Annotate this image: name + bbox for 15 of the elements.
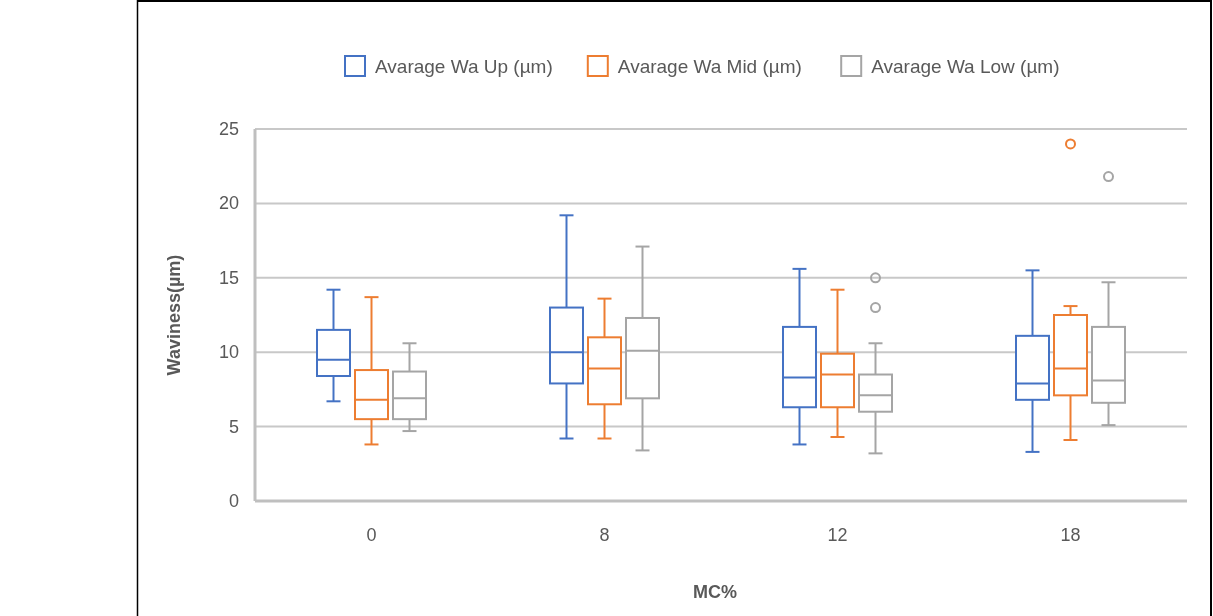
y-tick-label: 0 xyxy=(228,491,239,511)
y-tick-label: 10 xyxy=(218,342,239,363)
y-tick-label: 20 xyxy=(218,193,239,214)
x-axis-title: MC% xyxy=(693,582,737,602)
y-axis-title: Waviness(µm) xyxy=(164,254,184,376)
x-tick-label: 8 xyxy=(599,525,610,545)
legend-label: Avarage Wa Up (µm) xyxy=(375,55,553,77)
y-tick-label: 5 xyxy=(228,416,239,437)
legend-label: Avarage Wa Mid (µm) xyxy=(617,55,802,77)
legend-label: Avarage Wa Low (µm) xyxy=(871,55,1060,77)
x-tick-label: 12 xyxy=(827,525,848,545)
y-tick-label: 25 xyxy=(218,119,239,139)
y-tick-label: 15 xyxy=(218,267,239,288)
x-tick-label: 18 xyxy=(1060,525,1081,545)
x-tick-label: 0 xyxy=(366,525,377,545)
